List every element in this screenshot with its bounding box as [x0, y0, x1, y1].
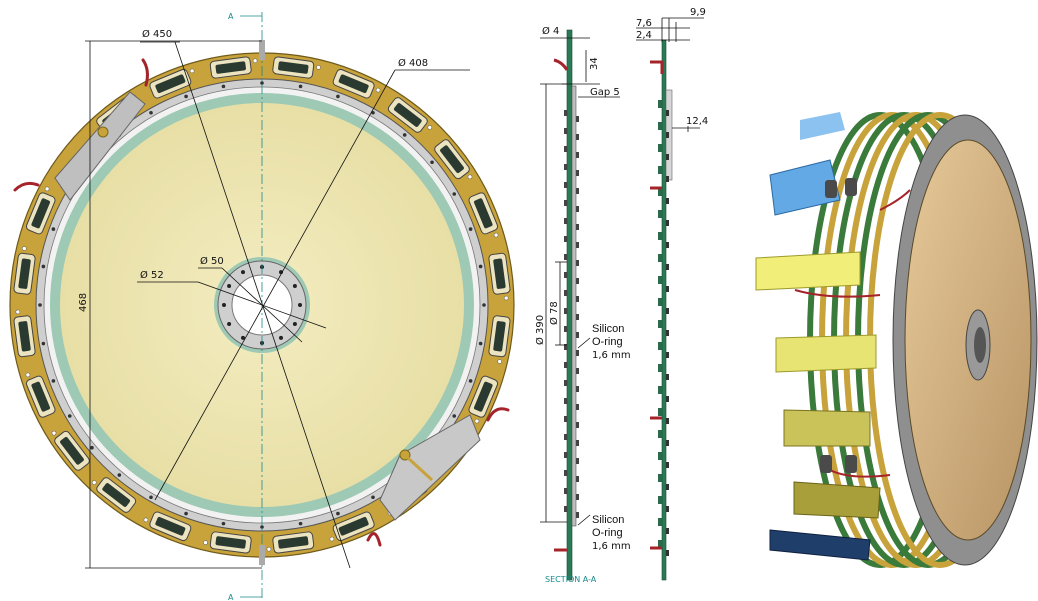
- dim-4: Ø 4: [542, 25, 559, 37]
- module: [25, 372, 56, 418]
- dim-gap5: Gap 5: [590, 87, 620, 98]
- oring-bottom-label-1: Silicon: [592, 514, 624, 526]
- module: [468, 192, 499, 238]
- feedthrough-box-bottom: [379, 414, 481, 521]
- dim-12-4: 12,4: [686, 116, 708, 127]
- section-caption: SECTION A-A: [545, 575, 597, 584]
- oring-top-label-3: 1,6 mm: [592, 350, 631, 361]
- module: [488, 315, 511, 364]
- feedthrough-box-top: [54, 91, 146, 201]
- front-view: A A Ø 450 Ø 408 Ø 50 Ø 52 468: [9, 12, 515, 601]
- dim-468: 468: [78, 293, 89, 312]
- tab-yellow-1: [755, 251, 861, 291]
- dim-52: Ø 52: [140, 269, 164, 281]
- oring-bottom-label-3: 1,6 mm: [592, 541, 631, 552]
- module: [13, 246, 36, 295]
- dim-78: Ø 78: [548, 301, 560, 325]
- oring-top-label-1: Silicon: [592, 323, 624, 335]
- module: [25, 186, 56, 235]
- module: [266, 531, 315, 554]
- tab-blue-2: [769, 529, 871, 561]
- module: [143, 511, 192, 542]
- dim-450: Ø 450: [142, 28, 172, 40]
- module: [387, 97, 433, 133]
- module: [91, 477, 137, 513]
- dim-7-6: 7,6: [636, 18, 652, 29]
- module: [272, 56, 321, 79]
- section-view-left: Ø 4 34 Gap 5 Ø 390 Ø 78 Silicon O-ring 1…: [534, 25, 631, 584]
- tab-blue-1: [769, 159, 841, 216]
- section-marker-bottom: A: [228, 593, 234, 601]
- tab-yellow-2: [775, 334, 877, 373]
- dim-50: Ø 50: [200, 255, 224, 267]
- dim-9-9: 9,9: [690, 7, 706, 18]
- oring-top-label-2: O-ring: [592, 336, 623, 348]
- oring-bottom-label-2: O-ring: [592, 527, 623, 539]
- dim-390: Ø 390: [534, 315, 546, 345]
- cables: [13, 58, 510, 547]
- module: [488, 252, 511, 301]
- section-view-right: 7,6 9,9 2,4 12,4: [636, 7, 708, 581]
- module: [332, 68, 381, 99]
- module: [209, 56, 258, 79]
- tab-yellow-3: [783, 409, 871, 447]
- module: [329, 511, 375, 542]
- module: [51, 430, 90, 471]
- module: [468, 375, 499, 424]
- module: [149, 68, 195, 99]
- tab-yellow-4: [793, 481, 881, 519]
- dim-408: Ø 408: [398, 57, 428, 69]
- dim-2-4: 2,4: [636, 30, 652, 41]
- module: [203, 531, 252, 554]
- exploded-3d-view: [755, 112, 1038, 568]
- section-marker-top: A: [228, 12, 234, 21]
- dim-34: 34: [589, 57, 600, 70]
- module: [434, 139, 473, 180]
- module: [13, 309, 36, 358]
